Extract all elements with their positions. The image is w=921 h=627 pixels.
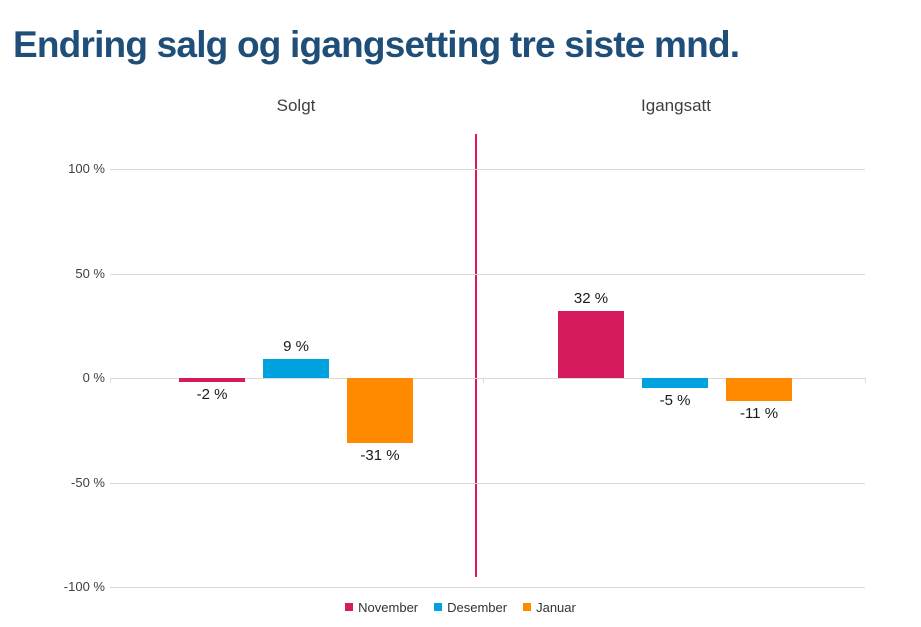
value-label: -31 % [360, 447, 400, 464]
y-axis-tick-label: 50 % [75, 265, 105, 281]
legend: November Desember Januar [0, 598, 921, 616]
category-axis-tick [865, 378, 866, 383]
bar-solgt-november [179, 378, 245, 382]
legend-item-november: November [345, 600, 418, 615]
bar-solgt-januar [347, 378, 413, 443]
y-axis-tick-label: 0 % [82, 370, 105, 385]
legend-item-desember: Desember [434, 600, 507, 615]
group-title-solgt: Solgt [276, 96, 316, 115]
value-label: -2 % [196, 386, 228, 403]
category-axis-tick [483, 378, 484, 383]
y-axis-tick-label: -50 % [71, 474, 105, 490]
gridline--50 [110, 482, 865, 484]
legend-label: November [358, 599, 419, 615]
page-title: Endring salg og igangsetting tre siste m… [13, 24, 740, 65]
legend-swatch-icon [345, 603, 354, 611]
gridline-0 [110, 378, 865, 379]
group-divider-line [475, 134, 477, 577]
legend-label: Januar [536, 599, 576, 615]
bar-solgt-desember [263, 359, 329, 379]
gridline-50 [110, 273, 865, 275]
gridline-100 [110, 169, 865, 170]
value-label: -11 % [739, 405, 779, 422]
legend-swatch-icon [434, 603, 443, 611]
value-label: 9 % [283, 338, 309, 356]
gridline--100 [110, 587, 865, 588]
legend-item-januar: Januar [523, 600, 576, 615]
bar-igangsatt-januar [726, 378, 792, 401]
legend-label: Desember [447, 599, 508, 615]
value-label: 32 % [573, 290, 609, 308]
category-axis-tick [110, 378, 111, 383]
y-axis-tick-label: -100 % [63, 579, 105, 594]
y-axis-tick-label: 100 % [68, 161, 105, 176]
bar-igangsatt-november [558, 311, 624, 379]
group-title-igangsatt: Igangsatt [641, 96, 711, 115]
value-label: -5 % [659, 392, 691, 409]
legend-swatch-icon [523, 603, 532, 611]
bar-igangsatt-desember [642, 378, 708, 388]
